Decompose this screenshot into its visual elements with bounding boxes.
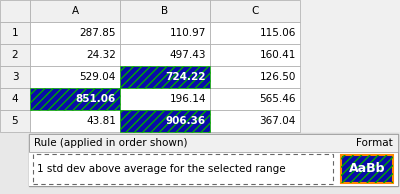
Bar xyxy=(300,0,400,132)
Text: B: B xyxy=(162,6,168,16)
Text: 367.04: 367.04 xyxy=(260,116,296,126)
Bar xyxy=(0,0,30,22)
Bar xyxy=(30,44,120,66)
Bar xyxy=(210,110,300,132)
Text: 160.41: 160.41 xyxy=(260,50,296,60)
Text: 196.14: 196.14 xyxy=(170,94,206,104)
Bar xyxy=(0,66,30,88)
Text: A: A xyxy=(72,6,78,16)
Bar xyxy=(0,22,30,44)
Bar xyxy=(30,88,120,110)
Bar xyxy=(210,66,300,88)
Bar xyxy=(29,134,398,186)
Bar xyxy=(29,152,398,186)
Bar xyxy=(29,134,398,152)
Text: 3: 3 xyxy=(12,72,18,82)
Bar xyxy=(0,88,30,110)
Text: 110.97: 110.97 xyxy=(170,28,206,38)
Bar xyxy=(120,22,210,44)
Bar xyxy=(120,66,210,88)
Text: 287.85: 287.85 xyxy=(80,28,116,38)
Bar xyxy=(33,154,333,184)
Bar xyxy=(30,88,120,110)
Bar xyxy=(30,66,120,88)
Text: C: C xyxy=(251,6,259,16)
Bar xyxy=(210,44,300,66)
Bar xyxy=(0,44,30,66)
Text: 2: 2 xyxy=(12,50,18,60)
Text: 43.81: 43.81 xyxy=(86,116,116,126)
Text: 5: 5 xyxy=(12,116,18,126)
Text: 529.04: 529.04 xyxy=(80,72,116,82)
Text: 4: 4 xyxy=(12,94,18,104)
Bar xyxy=(120,110,210,132)
Bar xyxy=(210,22,300,44)
Bar xyxy=(30,0,120,22)
Bar xyxy=(341,155,393,183)
Text: 565.46: 565.46 xyxy=(260,94,296,104)
Text: 906.36: 906.36 xyxy=(166,116,206,126)
Text: 724.22: 724.22 xyxy=(166,72,206,82)
Text: Rule (applied in order shown): Rule (applied in order shown) xyxy=(34,138,188,148)
Bar xyxy=(120,88,210,110)
Bar xyxy=(120,0,210,22)
Bar xyxy=(120,66,210,88)
Bar xyxy=(30,110,120,132)
Text: 1: 1 xyxy=(12,28,18,38)
Bar xyxy=(120,44,210,66)
Text: 851.06: 851.06 xyxy=(76,94,116,104)
Text: 497.43: 497.43 xyxy=(170,50,206,60)
Bar xyxy=(341,155,393,183)
Text: Format: Format xyxy=(356,138,393,148)
Text: 24.32: 24.32 xyxy=(86,50,116,60)
Bar xyxy=(210,88,300,110)
Bar xyxy=(210,0,300,22)
Bar xyxy=(120,110,210,132)
Text: 115.06: 115.06 xyxy=(260,28,296,38)
Text: AaBb: AaBb xyxy=(349,163,385,176)
Bar xyxy=(30,22,120,44)
Text: 126.50: 126.50 xyxy=(260,72,296,82)
Text: 1 std dev above average for the selected range: 1 std dev above average for the selected… xyxy=(37,164,286,174)
Bar xyxy=(0,110,30,132)
